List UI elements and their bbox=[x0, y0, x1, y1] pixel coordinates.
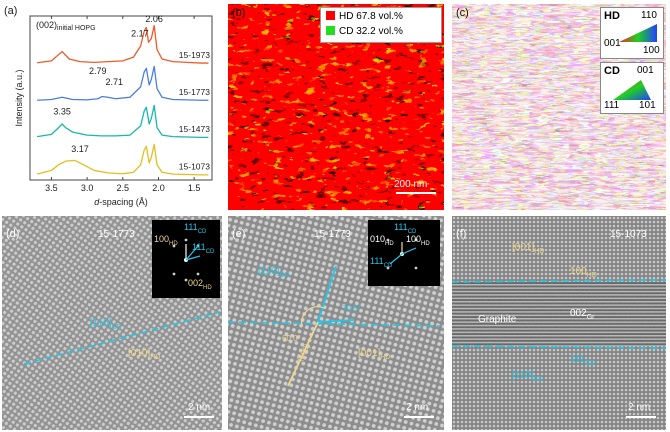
hrtem-image-f bbox=[452, 216, 666, 430]
fft-inset-d: 100HD 111CD 111CD 002HD bbox=[152, 220, 220, 298]
ipf-cd-top: 001 bbox=[637, 65, 654, 76]
scale-bar-e-label: 2 nm bbox=[406, 402, 429, 413]
ipf-cd-title: CD bbox=[604, 65, 620, 77]
series-label-15-1073: 15-1073 bbox=[179, 161, 210, 171]
x-axis-label: d-spacing (Å) bbox=[94, 197, 148, 207]
fft-d-a: 100HD bbox=[154, 234, 178, 247]
fft-d-b: 111CD bbox=[184, 222, 207, 235]
panel-f-hd-plane: 100HD bbox=[570, 266, 597, 279]
scale-bar-f-label: 2 nm bbox=[628, 402, 651, 413]
panel-d-cyan-zone: [110]CD bbox=[90, 318, 122, 331]
scale-bar-d-label: 2 nm bbox=[188, 402, 211, 413]
fft-pattern-e bbox=[386, 238, 418, 270]
fft-d-d: 002HD bbox=[188, 278, 212, 291]
panel-f-bottom-zone: [110]CD bbox=[512, 370, 544, 383]
series-line-15-1073 bbox=[36, 143, 209, 176]
panel-e-label: (e) bbox=[232, 228, 246, 240]
fft-inset-e: 010HD 100HD 111CD 111CD bbox=[368, 220, 440, 286]
ipf-key-hd: HD 110 001 100 bbox=[600, 7, 664, 59]
x-tick-label: 2.0 bbox=[152, 183, 165, 193]
fft-pattern-d bbox=[172, 238, 201, 282]
peak-label-2.06: 2.06 bbox=[145, 14, 163, 24]
legend-entry-cd: CD 32.2 vol.% bbox=[323, 26, 403, 37]
fft-e-d: 111CD bbox=[370, 256, 393, 269]
ipf-cd-left: 111 bbox=[604, 100, 620, 111]
panel-d-sample: 15-1773 bbox=[98, 229, 135, 240]
panel-c-orientation-map: (c) HD 110 001 100 CD 001 111 101 bbox=[452, 4, 666, 210]
chart-frame bbox=[29, 15, 213, 181]
scale-bar bbox=[396, 192, 436, 194]
peak-label-2.79: 2.79 bbox=[89, 66, 107, 76]
x-tick-label: 1.5 bbox=[188, 183, 201, 193]
series-line-15-1473 bbox=[37, 104, 209, 139]
scale-bar-d bbox=[184, 416, 214, 418]
series-label-15-1473: 15-1473 bbox=[179, 124, 210, 134]
series-line-15-1973 bbox=[37, 24, 209, 64]
ipf-cd-right: 101 bbox=[639, 100, 656, 111]
scale-bar-f bbox=[626, 416, 656, 418]
ipf-key-cd: CD 001 111 101 bbox=[600, 62, 664, 114]
panel-e-angle-2: 60.0° bbox=[282, 334, 301, 343]
panel-b-label: (b) bbox=[232, 7, 246, 19]
x-tick-label: 3.5 bbox=[45, 183, 58, 193]
ipf-hd-top: 110 bbox=[641, 10, 657, 21]
scale-bar-e bbox=[404, 416, 434, 418]
series-label-15-1973: 15-1973 bbox=[179, 50, 210, 60]
fft-d-c: 111CD bbox=[192, 242, 215, 255]
phase-legend: HD 67.8 vol.% CD 32.2 vol.% bbox=[320, 7, 442, 43]
panel-b-phase-map: (b) HD 67.8 vol.% CD 32.2 vol.% 200 nm bbox=[228, 4, 444, 210]
panel-a-xrd-chart: (a) 3.5 3.0 2.5 2.0 1.5 d-spacing (Å) Intensit… bbox=[0, 0, 224, 210]
fft-e-b: 100HD bbox=[406, 234, 430, 247]
ipf-hd-title: HD bbox=[604, 10, 620, 22]
panel-e-yellow-zone: [001]HD bbox=[358, 348, 391, 361]
panel-e-cyan-zone: [110]CD bbox=[258, 266, 290, 279]
xrd-chart-svg: 3.5 3.0 2.5 2.0 1.5 d-spacing (Å) Intensity (a… bbox=[14, 14, 213, 207]
panel-f-sample: 15-1073 bbox=[610, 229, 647, 240]
panel-d-yellow-zone: [010]HD bbox=[128, 348, 161, 361]
panel-f-gr-plane: 002Gr bbox=[570, 308, 595, 321]
panel-f-hrtem: (f) 15-1073 [001]HD 100HD Graphite 002Gr… bbox=[452, 216, 666, 430]
peak-label-2.17: 2.17 bbox=[131, 29, 149, 39]
ipf-hd-triangle bbox=[619, 24, 657, 42]
panel-a-label: (a) bbox=[4, 5, 18, 17]
panel-f-top-zone: [001]HD bbox=[512, 242, 545, 255]
panel-e-angle-1: 70.5° bbox=[342, 304, 361, 313]
panel-f-cd-plane: 111CD bbox=[570, 354, 596, 367]
panel-f-label: (f) bbox=[456, 228, 467, 240]
legend-cd-text: CD 32.2 vol.% bbox=[339, 26, 403, 37]
peak-label-2.71: 2.71 bbox=[105, 77, 123, 87]
x-tick-label: 2.5 bbox=[117, 183, 130, 193]
ipf-hd-right: 100 bbox=[643, 45, 660, 56]
fft-e-c: 111CD bbox=[394, 222, 417, 235]
panel-e-hrtem: (e) 15-1773 010HD 100HD 111CD 111CD [110… bbox=[228, 216, 444, 430]
panel-e-sample: 15-1773 bbox=[314, 229, 351, 240]
series-label-15-1773: 15-1773 bbox=[179, 87, 210, 97]
x-tick-label: 3.0 bbox=[81, 183, 94, 193]
ipf-hd-left: 001 bbox=[604, 38, 621, 49]
fft-e-a: 010HD bbox=[370, 234, 394, 247]
scale-bar-label: 200 nm bbox=[394, 179, 428, 190]
cd-swatch bbox=[326, 26, 335, 35]
panel-f-graphite: Graphite bbox=[478, 314, 517, 325]
legend-hd-text: HD 67.8 vol.% bbox=[339, 11, 403, 22]
peak-label-3.17: 3.17 bbox=[71, 144, 89, 154]
y-axis-label: Intensity (a.u.) bbox=[14, 69, 24, 126]
legend-entry-hd: HD 67.8 vol.% bbox=[323, 11, 403, 22]
panel-c-label: (c) bbox=[456, 7, 469, 19]
hd-swatch bbox=[326, 11, 335, 20]
chart-header: (002)initial HOPG bbox=[36, 20, 96, 32]
peak-label-3.35: 3.35 bbox=[53, 107, 71, 117]
panel-d-label: (d) bbox=[6, 228, 20, 240]
ipf-cd-triangle bbox=[613, 80, 651, 100]
panel-d-hrtem: (d) 15-1773 100HD 111CD 111CD 002HD [110… bbox=[2, 216, 222, 430]
series-line-15-1773 bbox=[37, 65, 209, 101]
